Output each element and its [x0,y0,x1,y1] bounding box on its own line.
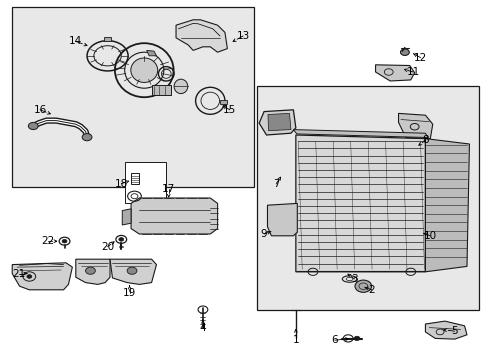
Text: 21: 21 [12,269,25,279]
Text: 5: 5 [450,326,457,336]
Text: 10: 10 [423,231,436,241]
Ellipse shape [174,79,187,94]
Text: 13: 13 [236,31,249,41]
Text: 16: 16 [33,105,47,115]
Polygon shape [398,113,432,139]
Ellipse shape [130,58,157,82]
Polygon shape [375,65,414,81]
Text: 19: 19 [122,288,136,298]
Polygon shape [425,321,466,339]
Bar [256,86,478,310]
Circle shape [119,238,123,241]
Text: 4: 4 [199,323,206,333]
Polygon shape [267,113,290,131]
Polygon shape [295,135,425,272]
Text: 11: 11 [406,67,419,77]
Text: 9: 9 [260,229,267,239]
Polygon shape [293,130,427,138]
Text: 17: 17 [162,184,175,194]
Polygon shape [12,263,72,290]
Bar [131,173,139,184]
Text: 8: 8 [421,135,428,145]
Circle shape [353,336,359,341]
Polygon shape [146,50,156,56]
Text: 3: 3 [350,274,357,284]
Circle shape [28,122,38,130]
Text: 18: 18 [114,179,128,189]
Polygon shape [131,198,217,234]
Bar [104,37,111,41]
Text: 20: 20 [101,242,114,252]
Polygon shape [176,20,227,52]
Text: 1: 1 [292,335,299,345]
Text: 12: 12 [413,53,427,63]
Polygon shape [267,203,297,236]
Polygon shape [425,139,468,272]
Circle shape [85,267,95,274]
Text: 15: 15 [223,105,236,115]
Circle shape [62,239,67,243]
Circle shape [354,280,371,292]
Polygon shape [259,110,295,135]
Bar [12,7,254,187]
Circle shape [82,134,92,141]
Polygon shape [76,259,110,284]
Polygon shape [122,209,131,225]
Bar [151,85,171,95]
Text: 14: 14 [69,36,82,46]
Text: 6: 6 [331,335,338,345]
Text: 7: 7 [272,179,279,189]
Text: 2: 2 [367,285,374,295]
Circle shape [400,49,408,55]
Bar [220,100,226,104]
Polygon shape [110,259,156,284]
Circle shape [127,267,137,274]
Bar [124,162,166,203]
Circle shape [27,275,32,278]
Text: 22: 22 [41,236,55,246]
